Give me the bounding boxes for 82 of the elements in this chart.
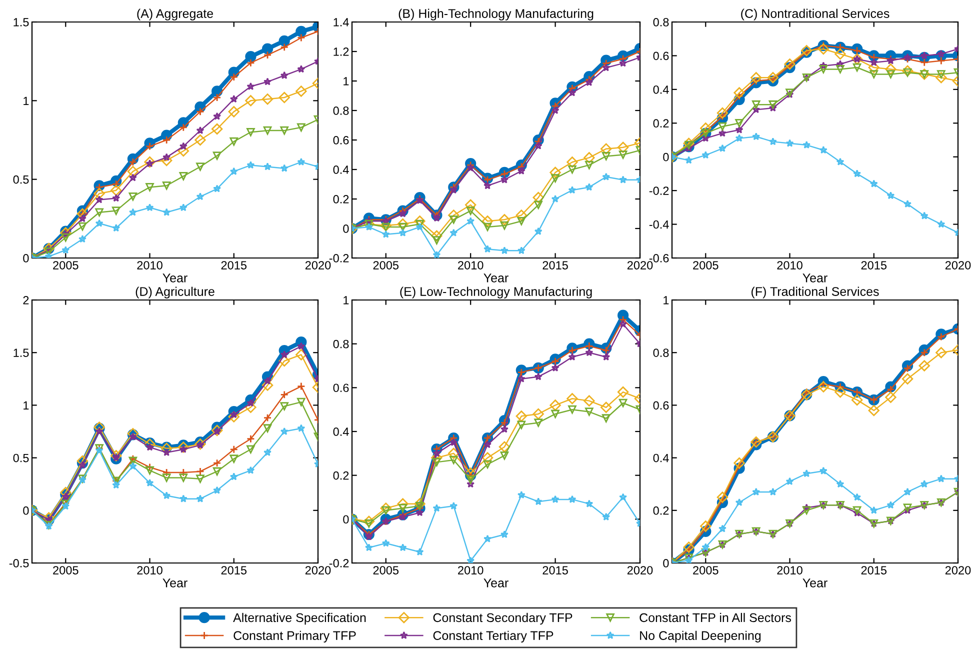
x-axis-title: Year [484,274,508,282]
y-tick-label: 0 [23,254,29,262]
x-tick-label: 2015 [861,566,887,574]
x-axis-title: Year [162,274,188,282]
legend-label: Constant Secondary TFP [433,612,572,625]
x-tick-label: 2015 [542,261,568,270]
y-tick-label: 1 [344,296,349,304]
legend-label: Alternative Specification [233,612,366,625]
y-tick-label: 1.2 [334,48,349,56]
x-tick-label: 2010 [458,261,484,270]
x-axis-title: Year [484,578,508,588]
y-tick-label: 0 [23,506,29,515]
chart-title: (F) Traditional Services [752,286,879,298]
y-tick-label: 0 [343,515,349,524]
y-tick-label: 1 [344,77,349,86]
y-tick-label: 1 [24,96,29,105]
x-tick-label: 2010 [777,261,802,270]
x-tick-label: 2020 [305,261,331,270]
y-tick-label: 0.8 [333,106,349,115]
y-tick-label: 0 [663,152,669,162]
y-tick-label: -0.2 [329,254,349,262]
y-tick-label: 0 [343,224,349,233]
legend-label: Constant TFP in All Sectors [640,612,792,622]
y-tick-label: -0.2 [649,186,669,195]
chart-title: (C) Nontraditional Services [741,8,890,20]
y-tick-label: 0 [663,559,669,568]
y-tick-label: 0.2 [653,506,669,515]
x-tick-label: 2020 [627,261,653,270]
y-tick-label: 0.8 [653,348,669,357]
y-tick-label: -0.5 [9,559,29,568]
y-tick-label: 0.6 [333,384,349,392]
x-tick-label: 2020 [305,566,331,574]
y-tick-label: 1 [664,296,669,304]
x-tick-label: 2020 [945,261,971,270]
x-tick-label: 2010 [137,261,162,270]
x-tick-label: 2005 [693,261,718,270]
y-tick-label: -0.2 [329,559,349,568]
x-tick-label: 2010 [137,566,162,574]
x-tick-label: 2015 [861,261,887,270]
y-tick-label: 0.2 [333,471,349,480]
y-tick-label: 0.2 [653,119,669,128]
legend-label: Constant Primary TFP [234,630,356,642]
legend-label: No Capital Deepening [640,630,761,642]
y-tick-label: 1.5 [14,348,29,357]
x-tick-label: 2020 [627,566,653,574]
y-tick-label: 0.2 [333,195,349,204]
x-tick-label: 2020 [945,566,971,574]
y-tick-label: 2 [23,296,29,304]
x-tick-label: 2010 [458,566,484,574]
y-tick-label: 1.4 [334,18,349,26]
x-tick-label: 2005 [53,566,78,574]
x-tick-label: 2015 [542,566,568,574]
y-tick-label: 0.4 [333,166,349,174]
x-axis-title: Year [802,274,828,282]
y-tick-label: 1 [24,401,29,410]
x-tick-label: 2005 [693,566,718,574]
y-tick-label: -0.6 [649,254,669,262]
y-tick-label: 0.8 [653,18,669,26]
y-tick-label: 0.4 [653,85,669,94]
x-tick-label: 2005 [373,566,399,574]
chart-title: (A) Aggregate [137,8,214,20]
x-axis-title: Year [802,578,828,588]
x-axis-title: Year [162,578,188,588]
x-tick-label: 2005 [53,261,78,270]
legend-label: Constant Tertiary TFP [433,630,554,642]
chart-title: (E) Low-Technology Manufacturing [400,286,592,298]
y-tick-label: 0.4 [653,454,669,462]
y-tick-label: 0.5 [13,454,29,462]
x-tick-label: 2015 [221,261,247,270]
y-tick-label: 0.6 [333,136,349,144]
y-tick-label: 0.6 [653,52,669,60]
x-tick-label: 2005 [373,261,399,270]
y-tick-label: -0.4 [649,220,669,229]
y-tick-label: 0.4 [333,428,349,436]
y-tick-label: 0.5 [13,175,29,184]
y-tick-label: 0.8 [333,340,349,348]
x-tick-label: 2010 [777,566,802,574]
y-tick-label: 0.6 [653,401,669,410]
x-tick-label: 2015 [221,566,247,574]
chart-title: (D) Agriculture [136,286,214,298]
chart-title: (B) High-Technology Manufacturing [398,8,594,20]
y-tick-label: 1.5 [14,18,29,26]
